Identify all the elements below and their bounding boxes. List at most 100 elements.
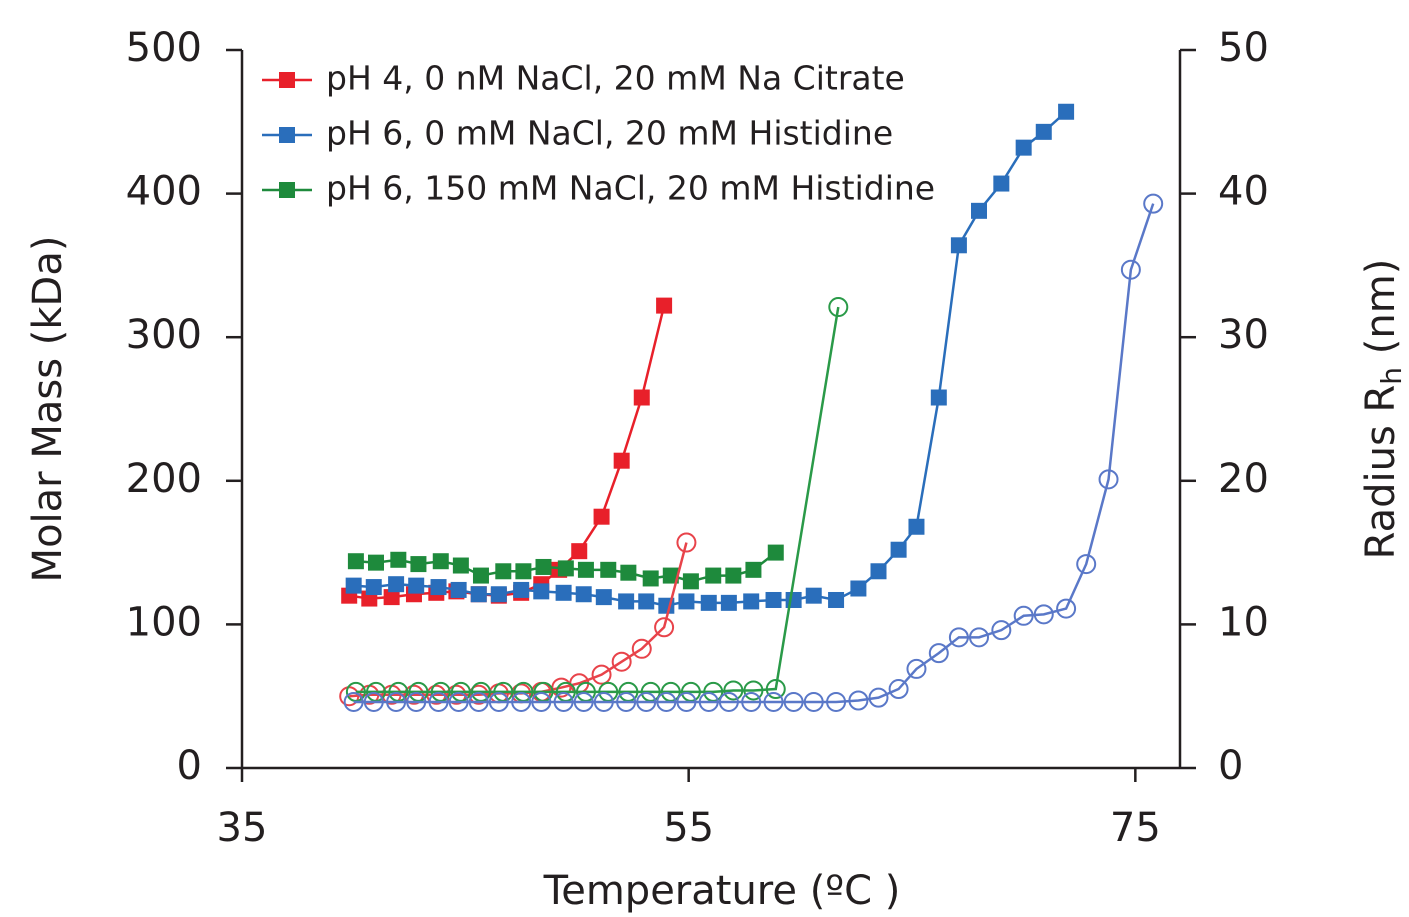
marker-circle [765,679,786,700]
marker-square [993,175,1010,192]
marker-square [515,563,532,580]
marker-square [575,586,592,603]
x-axis-label: Temperature (ºC ) [543,868,901,914]
y2-label-sub: h [1375,367,1408,385]
y-tick-label: 400 [126,169,202,215]
marker-circle [631,638,652,659]
marker-square [767,544,784,561]
marker-circle [1120,259,1141,280]
marker-square [785,591,802,608]
y2-tick-label: 10 [1218,599,1269,645]
marker-square [577,561,594,578]
marker-square [890,541,907,558]
marker-circle [1098,469,1119,490]
marker-circle [826,691,847,712]
y-tick-label: 300 [126,312,202,358]
marker-circle [828,297,849,318]
marker-circle [654,617,675,638]
y2-tick-label: 20 [1218,456,1269,502]
marker-square [347,553,364,570]
marker-circle [969,627,989,648]
marker-circle [636,691,657,712]
marker-square [368,554,384,571]
marker-square [850,580,867,597]
marker-circle [928,643,949,664]
marker-square [642,570,659,587]
marker-circle [468,691,489,712]
marker-square [725,567,742,584]
marker-circle [593,691,614,712]
marker-square [870,563,887,580]
marker-circle [743,680,764,701]
marker-square [595,589,612,606]
series-line [355,306,840,694]
x-tick-label: 35 [217,805,268,851]
marker-square [656,297,673,314]
marker-circle [803,691,824,712]
marker-square [971,202,987,219]
marker-circle [1143,193,1164,214]
y2-tick-label: 40 [1218,169,1269,215]
marker-square [633,389,650,406]
marker-square [555,584,572,601]
marker-square [908,518,925,535]
marker-circle [991,620,1012,641]
marker-circle [676,691,697,712]
marker-square [662,567,679,584]
marker-circle [448,691,469,712]
marker-square [495,563,512,580]
marker-circle [723,680,744,701]
marker-circle [611,651,632,672]
marker-square [388,576,405,593]
marker-square [805,587,822,604]
marker-circle [488,691,509,712]
marker-square [638,593,655,610]
marker-circle [763,691,784,712]
legend-marker [279,127,295,143]
marker-square [452,557,469,574]
marker-square [1015,139,1032,156]
marker-square [383,589,400,606]
marker-circle [531,691,552,712]
x-tick-label: 75 [1110,805,1161,851]
marker-square [1058,103,1075,120]
marker-circle [906,658,927,679]
marker-circle [868,687,889,708]
marker-square [430,579,447,596]
legend-marker [279,182,295,198]
y2-label-part: Radius R [1358,385,1404,560]
marker-circle [676,532,697,553]
marker-circle [428,691,449,712]
marker-circle [591,664,612,685]
marker-square [828,591,845,608]
marker-square [678,593,695,610]
marker-circle [718,691,739,712]
marker-square [593,508,610,525]
series-line [349,305,666,600]
marker-square [613,452,630,469]
marker-square [950,237,967,254]
marker-square [470,586,487,603]
marker-square [410,556,427,573]
marker-circle [343,691,364,712]
marker-circle [1076,554,1097,575]
marker-circle [363,691,384,712]
y-tick-label: 500 [126,25,202,71]
marker-circle [1056,598,1077,619]
marker-square [450,581,467,598]
marker-square [472,567,489,584]
legend-marker [279,72,295,88]
marker-circle [616,691,637,712]
y2-axis-label: Radius Rh (nm) [1358,259,1408,560]
marker-square [432,553,449,570]
marker-circle [948,627,969,648]
y-axis-label: Molar Mass (kDa) [25,236,71,583]
marker-square [600,561,617,578]
marker-square [390,551,407,568]
series-line [353,203,1155,704]
marker-square [571,543,588,560]
legend-label: pH 6, 0 mM NaCl, 20 mM Histidine [326,114,893,153]
marker-square [618,593,635,610]
legend-label: pH 6, 150 mM NaCl, 20 mM Histidine [326,169,935,208]
